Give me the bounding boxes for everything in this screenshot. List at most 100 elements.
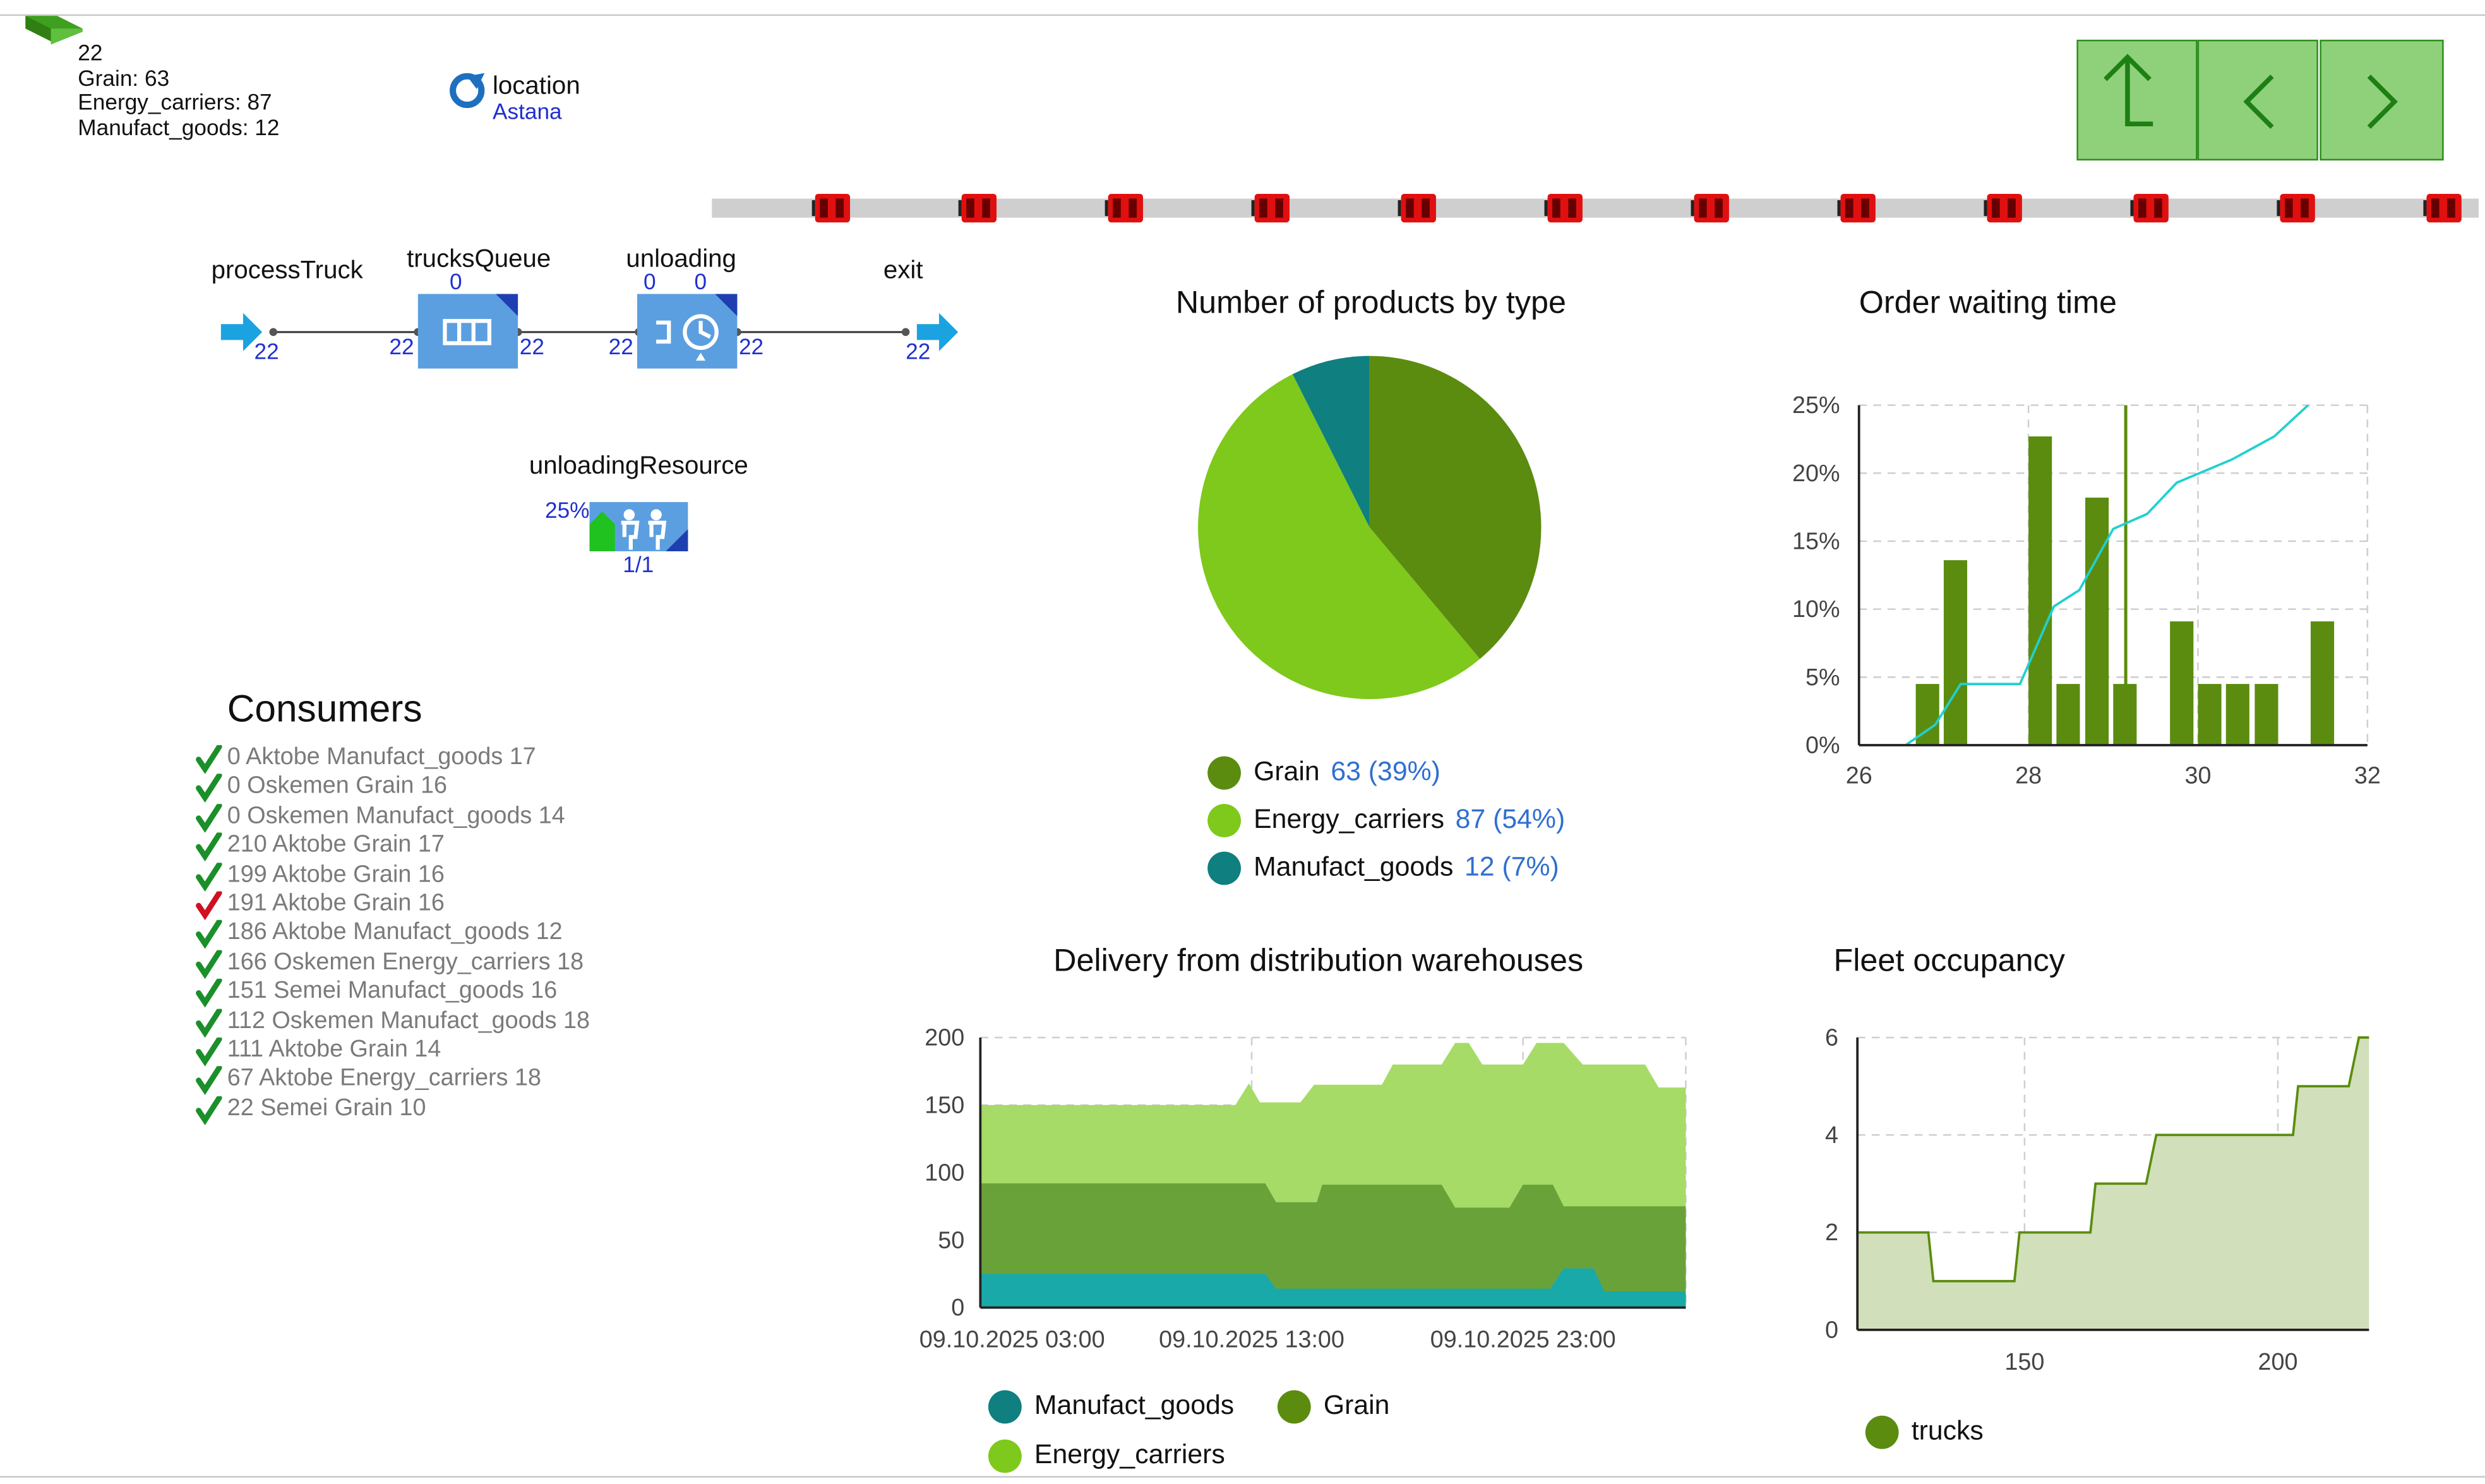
histogram-bar [2085,498,2109,746]
consumer-row: 186 Aktobe Manufact_goods 12 [195,919,589,949]
y-tick-label: 4 [1825,1122,1838,1148]
pie-slice-grain [1369,356,1542,659]
histogram-bar [2056,684,2080,746]
legend-swatch [1207,803,1241,837]
source-out-count: 22 [254,338,279,364]
histogram-bar [2028,436,2052,746]
truck-icon [2130,193,2169,223]
x-tick-label: 200 [2258,1348,2297,1375]
truck-icon [811,193,851,223]
consumer-text: 191 Aktobe Grain 16 [227,889,445,917]
pie-title: Number of products by type [1175,285,1566,321]
consumer-text: 0 Oskemen Grain 16 [227,772,448,800]
pie-slice-energy-carriers [1198,374,1480,700]
forward-button[interactable] [2320,39,2444,161]
resource-utilization: 25% [544,497,590,523]
checkmark-icon [196,745,222,774]
consumer-row: 0 Oskemen Grain 16 [195,772,589,803]
unload-top-count-2: 0 [694,268,707,294]
checkmark-icon [196,949,222,979]
warehouse-icon [25,16,83,45]
pie-legend-value: 12 (7%) [1464,851,1559,882]
consumer-text: 22 Semei Grain 10 [227,1094,426,1122]
checkmark-icon [196,979,222,1008]
consumer-row: 166 Oskemen Energy_carriers 18 [195,948,589,979]
header-manufact: Manufact_goods: 12 [78,113,280,140]
resource-count: 1/1 [623,551,654,577]
waiting-time-chart: 0% 5% 10% 15% 20% 25% 26 28 30 32 [1792,392,2381,788]
process-flow-diagram [269,328,910,337]
consumer-row: 151 Semei Manufact_goods 16 [195,978,589,1008]
unload-top-count-1: 0 [643,268,656,294]
truck-icon [1837,193,1876,223]
histogram-title: Order waiting time [1859,285,2117,321]
source-label: processTruck [211,257,363,285]
back-button[interactable] [2197,39,2318,161]
unloading-label: unloading [626,246,736,273]
truck-icon [1251,193,1290,223]
legend-swatch [1277,1389,1311,1423]
y-tick-label: 25% [1792,392,1840,418]
y-tick-label: 10% [1792,595,1840,622]
legend-swatch [988,1389,1022,1423]
consumer-text: 112 Oskemen Manufact_goods 18 [227,1006,590,1034]
checkmark-icon [196,774,222,803]
consumer-text: 166 Oskemen Energy_carriers 18 [227,948,584,976]
consumer-row: 112 Oskemen Manufact_goods 18 [195,1006,590,1037]
y-tick-label: 5% [1805,664,1840,690]
pie-legend-item: Energy_carriers 87 (54%) [1207,796,1565,844]
pie-legend-item: Grain 63 (39%) [1207,748,1565,796]
truck-icon [2423,193,2462,223]
checkmark-icon [196,803,222,832]
y-tick-label: 100 [925,1159,964,1185]
up-button[interactable] [2076,39,2198,161]
x-tick-label: 09.10.2025 13:00 [1159,1326,1344,1353]
truck-icon [1398,193,1436,223]
delivery-legend-label: Manufact_goods [1034,1390,1235,1421]
bottom-divider [0,1476,2485,1478]
x-tick-label: 28 [2015,762,2042,788]
histogram-bar [2310,621,2335,746]
consumer-row: 210 Aktobe Grain 17 [195,831,589,862]
queue-block-icon[interactable] [417,294,518,369]
source-arrow-icon[interactable] [220,313,265,352]
pie-legend-label: Grain [1254,756,1320,787]
consumer-text: 0 Oskemen Manufact_goods 14 [227,802,565,829]
unload-out-count: 22 [738,333,764,359]
header-grain: Grain: 63 [78,64,170,90]
queue-out-count: 22 [519,333,544,359]
y-tick-label: 0 [1825,1316,1838,1343]
y-tick-label: 150 [925,1091,964,1118]
checkmark-icon [196,862,222,891]
x-tick-label: 09.10.2025 23:00 [1430,1326,1616,1353]
fleet-legend: trucks [1865,1408,1984,1455]
pie-legend-value: 63 (39%) [1331,756,1440,787]
consumer-row: 199 Aktobe Grain 16 [195,860,589,891]
delivery-legend-label: Grain [1323,1390,1390,1421]
delivery-title: Delivery from distribution warehouses [1053,943,1584,979]
y-tick-label: 6 [1825,1024,1838,1051]
exit-arrow-icon[interactable] [916,313,961,352]
checkmark-icon [196,832,222,862]
consumer-text: 67 Aktobe Energy_carriers 18 [227,1065,542,1092]
x-tick-label: 30 [2184,762,2211,788]
histogram-bar [1943,560,1968,746]
fleet-title: Fleet occupancy [1833,943,2065,979]
queue-top-count: 0 [450,268,462,294]
location-icon [450,73,485,109]
truck-icon [1984,193,2022,223]
y-tick-label: 0 [951,1294,964,1320]
queue-in-count: 22 [389,333,414,359]
resource-label: unloadingResource [529,453,748,480]
delay-block-icon[interactable] [637,294,738,369]
checkmark-icon [196,1008,222,1037]
delivery-legend-item: Manufact_goods [988,1382,1234,1430]
road-bar [712,198,2479,218]
consumer-text: 199 Aktobe Grain 16 [227,860,445,888]
resource-pool-icon[interactable] [589,502,688,552]
truck-icon [1105,193,1144,223]
consumer-row: 0 Aktobe Manufact_goods 17 [195,743,589,774]
chevron-left-icon [2243,75,2274,129]
pie-slice-manufact-goods [1292,356,1370,528]
pie-legend-value: 87 (54%) [1455,804,1566,834]
